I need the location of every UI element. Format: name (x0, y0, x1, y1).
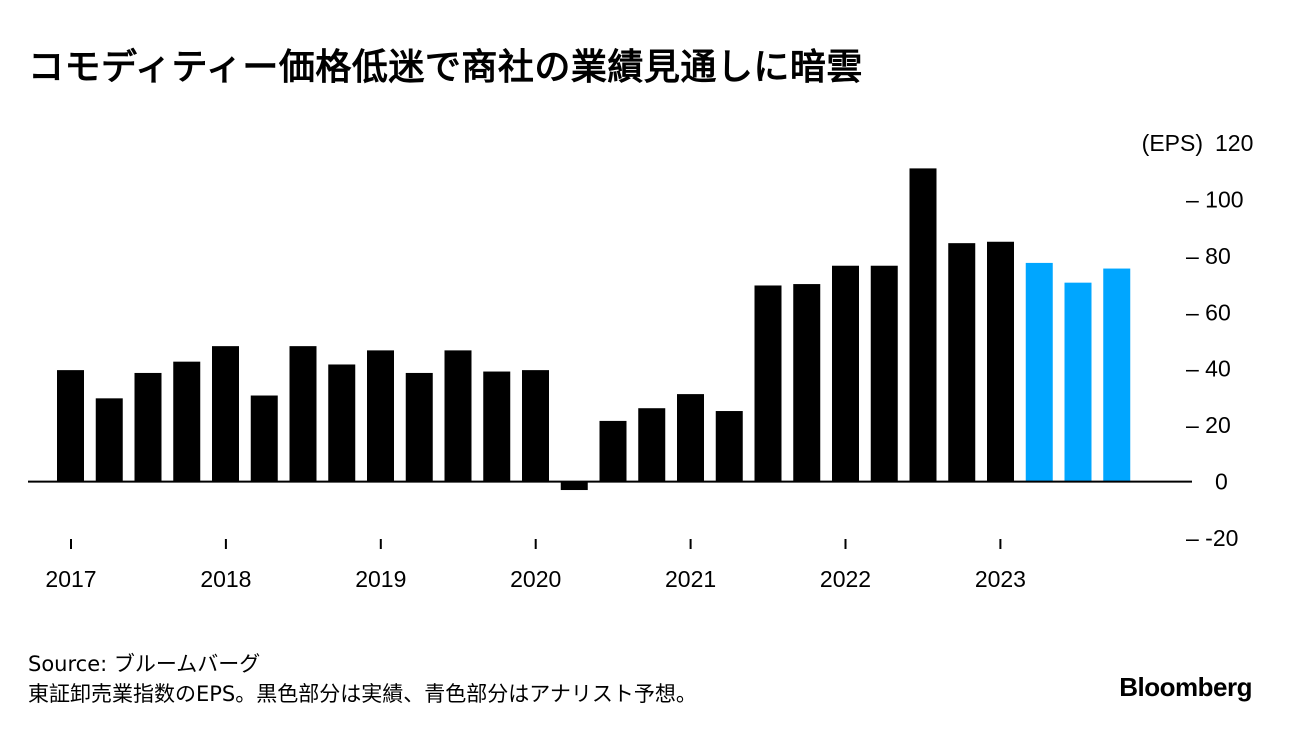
forecast-bar (1064, 282, 1092, 482)
chart-title: コモディティー価格低迷で商社の業績見通しに暗雲 (28, 47, 863, 88)
x-tick-label: 2021 (665, 566, 716, 592)
y-tick-label: – 80 (1186, 243, 1231, 269)
bloomberg-logo: Bloomberg (1119, 672, 1252, 702)
forecast-bar (1025, 262, 1053, 482)
actual-bar (405, 372, 433, 482)
x-tick-label: 2023 (975, 566, 1026, 592)
y-tick-label: – 60 (1186, 299, 1231, 325)
actual-bar (173, 361, 201, 482)
x-tick-label: 2017 (45, 566, 96, 592)
actual-bar (367, 350, 394, 482)
x-tick-label: 2022 (820, 566, 871, 592)
actual-bar (793, 284, 821, 482)
x-tick-label: 2020 (510, 566, 561, 592)
actual-bar (638, 408, 666, 482)
eps-bar-chart: 120 – 100 – 80 – 60 – 40 – 20 0 – -20 (EPS) 201… (28, 130, 1253, 592)
y-tick-label: – 40 (1186, 356, 1231, 382)
forecast-bar (1103, 268, 1131, 482)
actual-bar (754, 285, 782, 482)
y-tick-label: 120 (1215, 130, 1253, 156)
actual-bar (948, 243, 976, 482)
y-tick-label: – 20 (1186, 412, 1231, 438)
actual-bar (522, 370, 549, 482)
actual-bar (677, 394, 704, 482)
actual-bar (715, 411, 743, 482)
actual-bar (832, 265, 859, 482)
actual-bar (483, 371, 511, 482)
y-axis-unit-label: (EPS) (1142, 130, 1203, 156)
y-axis: 120 – 100 – 80 – 60 – 40 – 20 0 – -20 (1186, 130, 1253, 551)
y-tick-label: – 100 (1186, 186, 1244, 212)
actual-bar (444, 350, 472, 482)
actual-bar (328, 364, 356, 482)
source-note: Source: ブルームバーグ (28, 652, 261, 676)
x-tick-label: 2019 (355, 566, 406, 592)
actual-bar (212, 346, 239, 482)
actual-bar (599, 420, 627, 482)
actual-bar (560, 481, 588, 491)
footnote: 東証卸売業指数のEPS。黒色部分は実績、青色部分はアナリスト予想。 (28, 682, 697, 706)
x-tick-label: 2018 (200, 566, 251, 592)
bars-group (57, 168, 1131, 491)
actual-bar (870, 265, 898, 482)
actual-bar (987, 241, 1014, 482)
actual-bar (57, 370, 84, 482)
x-axis: 2017 2018 2019 2020 2021 2022 2023 (45, 539, 1026, 592)
actual-bar (909, 168, 937, 482)
actual-bar (95, 398, 123, 482)
actual-bar (134, 372, 162, 482)
y-tick-label: – -20 (1186, 525, 1238, 551)
actual-bar (250, 395, 278, 482)
y-tick-label: 0 (1215, 469, 1228, 495)
actual-bar (289, 346, 317, 482)
